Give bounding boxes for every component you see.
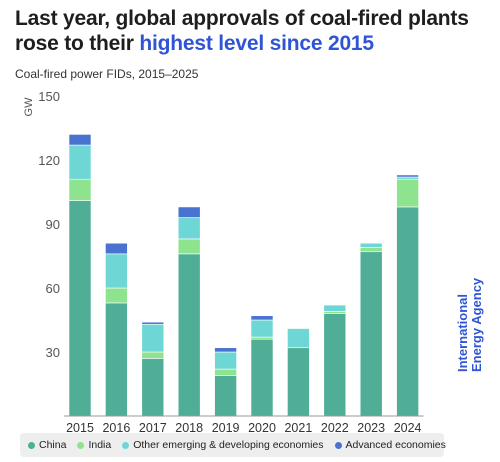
legend-swatch	[28, 441, 35, 449]
legend-swatch	[77, 441, 85, 449]
bar-segment	[396, 174, 419, 178]
chart-subtitle: Coal-fired power FIDs, 2015–2025	[15, 67, 199, 81]
bar-segment	[141, 321, 165, 325]
legend-swatch	[334, 441, 342, 449]
bar-segment	[105, 242, 128, 255]
iea-logo: International Energy Agency	[455, 277, 484, 372]
headline-text: Last year, global approvals of coal-fire…	[15, 7, 469, 55]
x-tick-label: 2020	[248, 421, 276, 435]
legend-item: Advanced economies	[334, 439, 446, 451]
x-tick-label: 2016	[102, 421, 130, 435]
y-tick-label: 30	[46, 345, 60, 360]
bar-segment	[214, 368, 237, 376]
y-tick-label: 150	[38, 89, 60, 104]
y-tick-label: 60	[46, 281, 60, 296]
logo-line-1: International	[455, 293, 470, 372]
bar-segment	[177, 206, 201, 218]
x-tick-label: 2024	[394, 421, 422, 435]
bar-segment	[323, 304, 347, 312]
bar-segment	[323, 313, 347, 417]
bar-segment	[214, 347, 237, 353]
bar-segment	[396, 178, 419, 208]
bar-segment	[323, 311, 347, 314]
headline: Last year, global approvals of coal-fire…	[15, 6, 485, 56]
legend-label: Other emerging & developing economies	[133, 439, 324, 451]
bar-segment	[250, 338, 274, 417]
bar-segment	[105, 253, 128, 289]
legend-label: Advanced economies	[345, 439, 446, 451]
y-tick-label: 90	[46, 217, 60, 232]
legend-label: India	[88, 439, 112, 451]
bar-segment	[68, 144, 92, 180]
bar-segment	[68, 134, 92, 146]
bar-segment	[250, 336, 274, 340]
legend-item: China	[28, 439, 66, 451]
bar-segment	[396, 206, 419, 417]
bar-segment	[359, 242, 383, 248]
bar-segment	[141, 358, 165, 417]
x-tick-label: 2023	[357, 421, 385, 435]
bar-segment	[105, 302, 128, 417]
bar-segment	[359, 251, 383, 417]
legend-item: India	[77, 439, 111, 451]
bar-segment	[105, 287, 128, 304]
x-tick-label: 2019	[212, 421, 240, 435]
bar-segment	[68, 200, 92, 417]
logo-line-2: Energy Agency	[469, 277, 484, 372]
bar-segment	[214, 375, 237, 417]
legend-item: Other emerging & developing economies	[122, 439, 324, 451]
bar-segment	[287, 328, 310, 349]
bar-segment	[177, 253, 201, 417]
bar-segment	[177, 217, 201, 240]
x-tick-label: 2018	[175, 421, 203, 435]
bar-segment	[396, 176, 419, 180]
bar-segment	[287, 347, 310, 417]
x-tick-label: 2022	[321, 421, 349, 435]
bar-segment	[141, 323, 165, 353]
legend-label: China	[39, 439, 67, 451]
x-tick-label: 2015	[66, 421, 94, 435]
bar-segment	[250, 315, 274, 321]
bar-segment	[250, 319, 274, 338]
bar-segment	[359, 247, 383, 253]
x-tick-label: 2017	[139, 421, 167, 435]
bar-segment	[214, 351, 237, 370]
legend-swatch	[122, 441, 130, 449]
y-tick-label: 120	[38, 153, 60, 168]
bar-segment	[177, 238, 201, 255]
y-axis-label: GW	[23, 97, 35, 117]
headline-accent: highest level since 2015	[139, 32, 374, 55]
x-tick-label: 2021	[284, 421, 312, 435]
bar-segment	[141, 351, 165, 359]
legend: China India Other emerging & developing ec…	[20, 433, 446, 457]
bar-segment	[68, 178, 92, 201]
